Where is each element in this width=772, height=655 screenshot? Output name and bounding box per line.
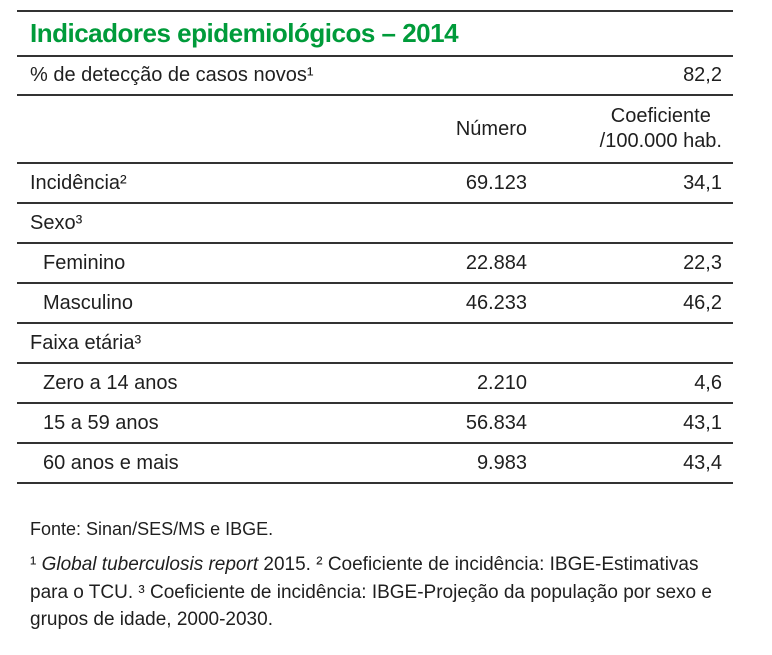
table-row-15-a-59: 15 a 59 anos 56.834 43,1 bbox=[17, 404, 733, 444]
footnote-rest: 2015. ² Coeficiente de incidência: IBGE-… bbox=[30, 554, 712, 631]
detection-label: % de detecção de casos novos¹ bbox=[30, 64, 314, 86]
detection-value: 82,2 bbox=[683, 64, 722, 86]
page-title: Indicadores epidemiológicos – 2014 bbox=[30, 18, 459, 48]
row-coef: 22,3 bbox=[683, 251, 722, 274]
table-row-feminino: Feminino 22.884 22,3 bbox=[17, 244, 733, 284]
row-coef: 34,1 bbox=[683, 171, 722, 194]
table-row-incidencia: Incidência² 69.123 34,1 bbox=[17, 164, 733, 204]
section-label: Faixa etária³ bbox=[30, 331, 142, 354]
table-row-60-e-mais: 60 anos e mais 9.983 43,4 bbox=[17, 444, 733, 484]
table: Indicadores epidemiológicos – 2014 % de … bbox=[17, 10, 733, 484]
table-row-sexo-section: Sexo³ bbox=[17, 204, 733, 244]
row-coef: 43,1 bbox=[683, 411, 722, 434]
row-coef: 43,4 bbox=[683, 451, 722, 474]
detection-row: % de detecção de casos novos¹ 82,2 bbox=[17, 57, 733, 96]
row-label: Incidência² bbox=[30, 171, 127, 194]
row-label: Zero a 14 anos bbox=[43, 371, 178, 394]
footnote-italic-title: Global tuberculosis report bbox=[41, 554, 259, 575]
row-label: 15 a 59 anos bbox=[43, 411, 159, 434]
source-note: Fonte: Sinan/SES/MS e IBGE. bbox=[30, 519, 274, 539]
row-numero: 56.834 bbox=[465, 411, 527, 434]
row-label: Feminino bbox=[43, 251, 126, 274]
table-row-masculino: Masculino 46.233 46,2 bbox=[17, 284, 733, 324]
row-label: Masculino bbox=[43, 291, 134, 314]
row-numero: 69.123 bbox=[465, 171, 527, 194]
coeficiente-line1: Coeficiente bbox=[610, 105, 711, 127]
row-numero: 2.210 bbox=[476, 371, 527, 394]
row-numero: 22.884 bbox=[465, 251, 527, 274]
column-header-numero: Número bbox=[455, 117, 527, 140]
footnotes: ¹ Global tuberculosis report 2015. ² Coe… bbox=[30, 551, 725, 634]
notes-area: Fonte: Sinan/SES/MS e IBGE. ¹ Global tub… bbox=[17, 506, 733, 634]
title-row: Indicadores epidemiológicos – 2014 bbox=[17, 12, 733, 57]
column-header-row: Número Coeficiente/100.000 hab. bbox=[17, 96, 733, 164]
table-row-faixa-etaria-section: Faixa etária³ bbox=[17, 324, 733, 364]
coeficiente-line2: /100.000 hab. bbox=[599, 130, 722, 152]
row-numero: 9.983 bbox=[476, 451, 527, 474]
table-row-zero-a-14: Zero a 14 anos 2.210 4,6 bbox=[17, 364, 733, 404]
footnote-marker-1: ¹ bbox=[30, 554, 42, 575]
column-header-coeficiente: Coeficiente/100.000 hab. bbox=[527, 104, 722, 154]
row-label: 60 anos e mais bbox=[43, 451, 179, 474]
section-label: Sexo³ bbox=[30, 211, 83, 234]
row-coef: 46,2 bbox=[683, 291, 722, 314]
row-coef: 4,6 bbox=[694, 371, 722, 394]
row-numero: 46.233 bbox=[465, 291, 527, 314]
